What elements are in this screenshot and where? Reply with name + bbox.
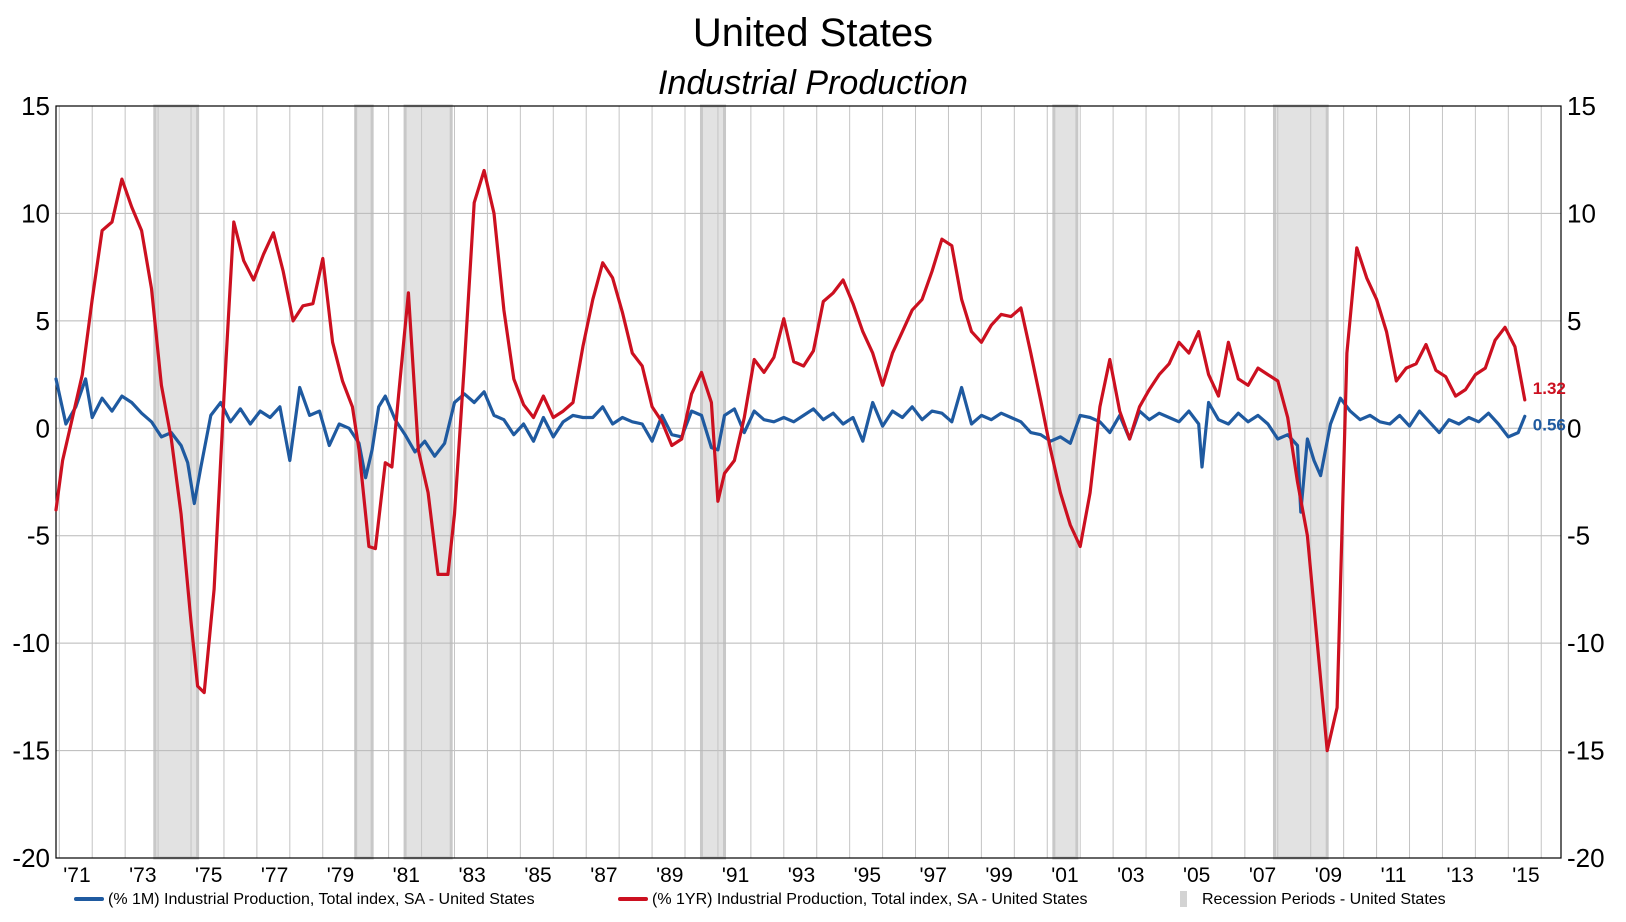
series-line-1yr [54, 168, 1527, 753]
x-tick-label: '79 [327, 864, 354, 887]
x-tick-label: '83 [458, 864, 485, 887]
x-tick-label: '77 [261, 864, 288, 887]
x-tick-label: '71 [63, 864, 90, 887]
y-tick-label-right: 15 [1567, 91, 1596, 121]
recession-band [403, 104, 453, 860]
y-tick-label-right: 10 [1567, 198, 1596, 228]
legend: (% 1M) Industrial Production, Total inde… [74, 891, 1446, 908]
x-tick-label: '93 [788, 864, 815, 887]
y-tick-label-left: 10 [21, 198, 50, 228]
x-tick-label: '89 [656, 864, 683, 887]
end-label-1m: 0.56 [1533, 415, 1566, 434]
x-tick-label: '73 [129, 864, 156, 887]
y-tick-label-right: -10 [1567, 628, 1605, 658]
recession-band [354, 104, 374, 860]
x-tick-label: '99 [985, 864, 1012, 887]
legend-label: (% 1YR) Industrial Production, Total ind… [652, 891, 1087, 908]
axis-labels: 15 15 10 10 5 5 0 0 -5 -5 -10 -10 -15 -15 -20 -20 '71 '73… [12, 91, 1604, 887]
y-tick-label-left: -5 [27, 521, 50, 551]
x-tick-label: '07 [1249, 864, 1276, 887]
y-tick-label-left: -15 [12, 736, 50, 766]
plot-frame [55, 105, 1562, 859]
legend-swatch-band [1180, 891, 1187, 907]
series-lines: 0.56 1.32 [54, 168, 1566, 753]
y-tick-label-right: 0 [1567, 413, 1581, 443]
legend-label: (% 1M) Industrial Production, Total inde… [108, 891, 535, 908]
x-tick-label: '05 [1183, 864, 1210, 887]
x-tick-label: '97 [920, 864, 947, 887]
x-tick-label: '75 [195, 864, 222, 887]
x-tick-label: '81 [393, 864, 420, 887]
y-tick-label-left: 15 [21, 91, 50, 121]
end-label-1yr: 1.32 [1533, 379, 1566, 398]
x-tick-label: '09 [1315, 864, 1342, 887]
x-tick-label: '03 [1117, 864, 1144, 887]
x-tick-label: '11 [1381, 864, 1407, 887]
x-tick-label: '15 [1512, 864, 1539, 887]
y-tick-label-left: 0 [36, 413, 50, 443]
y-tick-label-left: 5 [36, 306, 50, 336]
chart-title: United States [693, 11, 933, 55]
y-tick-label-right: 5 [1567, 306, 1581, 336]
y-tick-label-right: -15 [1567, 736, 1605, 766]
x-tick-label: '13 [1446, 864, 1473, 887]
y-tick-label-right: -5 [1567, 521, 1590, 551]
y-tick-label-left: -20 [12, 843, 50, 873]
x-tick-label: '01 [1051, 864, 1078, 887]
legend-label: Recession Periods - United States [1202, 891, 1446, 908]
y-tick-label-left: -10 [12, 628, 50, 658]
x-tick-label: '85 [524, 864, 551, 887]
x-tick-label: '95 [854, 864, 881, 887]
y-tick-label-right: -20 [1567, 843, 1605, 873]
x-tick-label: '87 [590, 864, 617, 887]
x-tick-label: '91 [722, 864, 749, 887]
chart-subtitle: Industrial Production [658, 64, 968, 102]
